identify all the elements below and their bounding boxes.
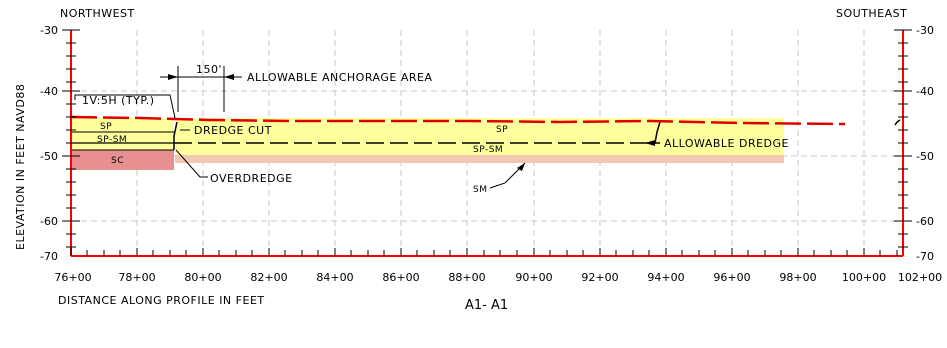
- northwest-label: NORTHWEST: [60, 7, 135, 20]
- y-tick-label-right: -50: [916, 150, 934, 163]
- y-tick-label: -30: [40, 24, 58, 37]
- y-tick-label: -40: [40, 85, 58, 98]
- dimension-150: 150': [196, 63, 222, 76]
- x-tick-label: 96+00: [713, 271, 750, 284]
- dim-arrow-left: [168, 74, 178, 80]
- left-axis-ticks: [62, 29, 80, 248]
- x-tick-label: 92+00: [581, 271, 618, 284]
- x-tick-label: 88+00: [448, 271, 485, 284]
- dim-arrow-right: [224, 74, 234, 80]
- existing-mudline: [70, 115, 846, 126]
- y-tick-label: -60: [40, 215, 58, 228]
- sp-sm-layer-left: [71, 132, 174, 150]
- soil-label-sp-sm: SP-SM: [473, 145, 503, 155]
- y-tick-label: -50: [40, 150, 58, 163]
- soil-label-sm: SM: [473, 185, 487, 195]
- soil-label-sp: SP: [100, 122, 112, 132]
- y-tick-label-right: -40: [916, 85, 934, 98]
- allowable-dredge-label: ALLOWABLE DREDGE: [664, 137, 789, 150]
- overdredge-label: OVERDREDGE: [210, 172, 293, 185]
- section-title: A1- A1: [465, 298, 508, 313]
- y-tick-label-right: -60: [916, 215, 934, 228]
- x-tick-label: 82+00: [250, 271, 287, 284]
- x-tick-label: 86+00: [382, 271, 419, 284]
- overdredge-leader: [175, 149, 208, 178]
- x-tick-labels: 76+00 78+00 80+00 82+00 84+00 86+00 88+0…: [54, 271, 942, 284]
- sm-arrow: [517, 163, 525, 171]
- x-tick-label: 78+00: [118, 271, 155, 284]
- sp-sm-layer: [175, 132, 784, 158]
- x-tick-label: 84+00: [316, 271, 353, 284]
- slope-leader: [74, 94, 176, 119]
- soil-label-sp: SP: [496, 125, 508, 135]
- x-tick-label: 90+00: [515, 271, 552, 284]
- sp-layer-left: [71, 118, 174, 132]
- x-tick-label: 94+00: [647, 271, 684, 284]
- y-tick-label-right: -30: [916, 24, 934, 37]
- dredge-cut-label: DREDGE CUT: [194, 124, 272, 137]
- slope-label: 1V:5H (TYP.): [82, 94, 155, 107]
- sm-layer: [175, 155, 784, 163]
- soil-label-sc: SC: [111, 156, 124, 166]
- x-tick-label: 80+00: [184, 271, 221, 284]
- right-axis-ticks: [894, 29, 912, 248]
- y-tick-label-right: -70: [916, 250, 934, 263]
- bottom-axis-ticks: [70, 248, 898, 256]
- x-tick-label: 102+00: [898, 271, 942, 284]
- x-axis-label: DISTANCE ALONG PROFILE IN FEET: [58, 294, 265, 307]
- y-tick-label: -70: [40, 250, 58, 263]
- x-tick-label: 76+00: [54, 271, 91, 284]
- side-slope-right: [894, 119, 901, 126]
- anchorage-area-label: ALLOWABLE ANCHORAGE AREA: [247, 71, 432, 84]
- soil-label-sp-sm: SP-SM: [97, 135, 127, 145]
- side-slope-left: [173, 121, 178, 150]
- x-tick-label: 100+00: [842, 271, 886, 284]
- southeast-label: SOUTHEAST: [836, 7, 907, 20]
- y-axis-label: ELEVATION IN FEET NAVD88: [14, 84, 27, 250]
- sm-leader: [489, 162, 526, 189]
- x-tick-label: 98+00: [779, 271, 816, 284]
- side-slope-mid: [654, 121, 661, 144]
- allowable-dredge-arrow: [645, 140, 655, 146]
- sc-layer: [71, 150, 174, 170]
